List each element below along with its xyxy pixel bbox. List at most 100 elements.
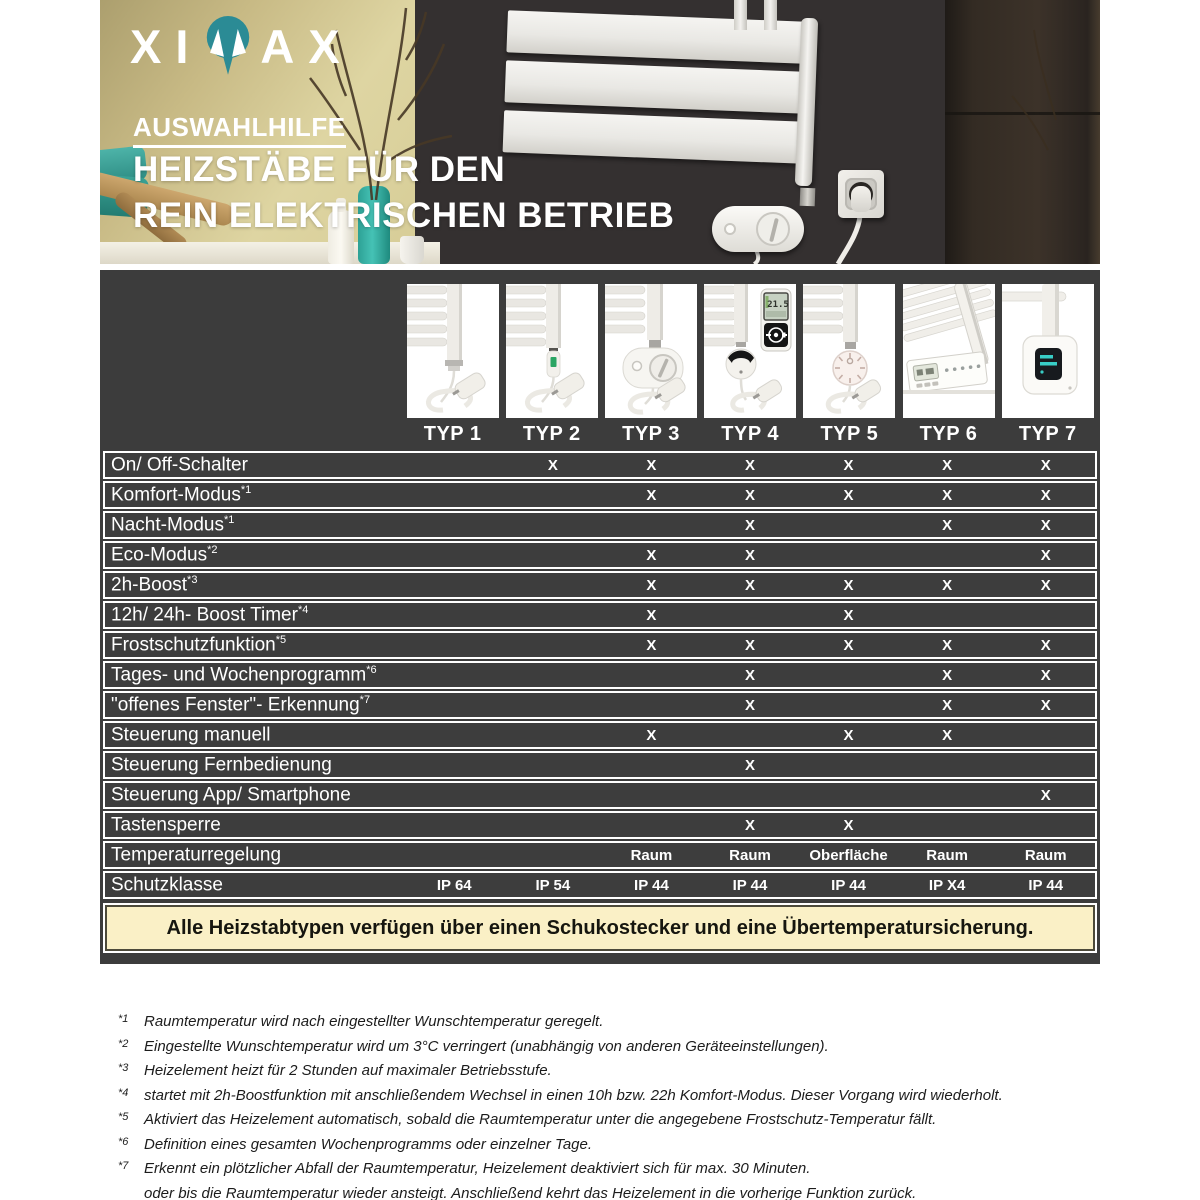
cell-typ5: X <box>843 636 854 654</box>
cell-typ4: X <box>744 696 755 714</box>
footnote-marker: *6 <box>366 663 377 676</box>
feature-label: Nacht-Modus*1 <box>111 513 235 536</box>
feature-label: Temperaturregelung <box>111 844 282 866</box>
footnote-marker: *4 <box>118 1086 129 1099</box>
cell-typ7: X <box>1040 576 1051 594</box>
hero-title-line1: HEIZSTÄBE FÜR DEN <box>133 150 506 189</box>
typ2-label: TYP 2 <box>522 423 581 445</box>
product-image-typ2 <box>505 284 598 418</box>
product-column-typ7: TYP 7 <box>998 284 1097 446</box>
footnote-text: Eingestellte Wunschtemperatur wird um 3°… <box>144 1037 829 1055</box>
product-column-typ1: TYP 1 <box>403 284 502 446</box>
footnote-marker <box>118 1179 144 1200</box>
cell-typ3: X <box>646 486 657 504</box>
feature-label: 12h/ 24h- Boost Timer*4 <box>111 603 309 626</box>
footnote-marker: *7 <box>359 693 371 706</box>
feature-label: "offenes Fenster"- Erkennung*7 <box>111 693 371 716</box>
hero-title-line2: REIN ELEKTRISCHEN BETRIEB <box>133 196 675 235</box>
feature-row: "offenes Fenster"- Erkennung*7 X X X <box>103 691 1097 719</box>
product-header-row: TYP 1 <box>403 284 1097 446</box>
feature-row: Tages- und Wochenprogramm*6 X X X <box>103 661 1097 689</box>
feature-row: Steuerung Fernbedienung X <box>103 751 1097 779</box>
footnote-text: oder bis die Raumtemperatur wieder anste… <box>144 1184 917 1200</box>
vase-image <box>328 198 354 264</box>
hero-cabinet-seam <box>945 112 1100 115</box>
footnote-line: *1 Raumtemperatur wird nach eingestellte… <box>118 1010 1108 1035</box>
cell-typ6: X <box>942 636 953 654</box>
cell-typ1: IP 64 <box>436 876 472 894</box>
cell-typ4: Raum <box>729 846 771 864</box>
footnote-line: *3 Heizelement heizt für 2 Stunden auf m… <box>118 1059 1108 1084</box>
footnote-text: Definition eines gesamten Wochenprogramm… <box>144 1135 593 1153</box>
cell-typ6: X <box>942 576 953 594</box>
feature-label: Komfort-Modus*1 <box>111 483 252 506</box>
remote-control: 21.5 <box>760 288 792 352</box>
feature-label: Schutzklasse <box>111 874 223 896</box>
product-image-typ3 <box>604 284 697 418</box>
footnote-text: Aktiviert das Heizelement automatisch, s… <box>144 1111 937 1128</box>
product-column-typ3: TYP 3 <box>601 284 700 446</box>
footnote-marker: *3 <box>187 573 198 586</box>
product-image-typ4: 21.5 <box>704 284 797 418</box>
footnote-line: oder bis die Raumtemperatur wieder anste… <box>118 1182 1108 1200</box>
typ3-label: TYP 3 <box>622 423 680 445</box>
cell-typ3: X <box>646 546 657 564</box>
typ4-label: TYP 4 <box>721 423 780 445</box>
cell-typ4: X <box>744 516 755 534</box>
feature-row: Frostschutzfunktion*5 X X X X X <box>103 631 1097 659</box>
cell-typ5: X <box>843 816 854 834</box>
feature-label: On/ Off-Schalter <box>111 454 248 476</box>
footnote-marker: *2 <box>207 543 218 556</box>
feature-table: On/ Off-Schalter X X X X X X Komfort-Mod… <box>103 451 1097 901</box>
footnote-marker: *3 <box>118 1062 129 1074</box>
cell-typ7: X <box>1040 666 1051 684</box>
footnote-line: *2 Eingestellte Wunschtemperatur wird um… <box>118 1035 1108 1060</box>
footnote-marker: *1 <box>240 483 252 496</box>
cell-typ5: X <box>843 456 854 474</box>
cell-typ7: X <box>1040 456 1051 474</box>
feature-row: 12h/ 24h- Boost Timer*4 X X <box>103 601 1097 629</box>
feature-row: Steuerung App/ Smartphone X <box>103 781 1097 809</box>
footnote-marker: *1 <box>224 513 235 526</box>
feature-row: Komfort-Modus*1 X X X X X <box>103 481 1097 509</box>
cell-typ6: IP X4 <box>928 876 966 894</box>
radiator-pipe <box>734 0 747 30</box>
cell-typ7: X <box>1040 636 1051 654</box>
cell-typ2: X <box>547 456 558 474</box>
cell-typ5: Oberfläche <box>809 846 888 864</box>
cell-typ2: IP 54 <box>535 876 571 894</box>
feature-row: Tastensperre X X <box>103 811 1097 839</box>
typ6-label: TYP 6 <box>919 423 978 445</box>
footnote-marker: *1 <box>118 1013 129 1025</box>
cell-typ7: X <box>1040 786 1051 804</box>
cell-typ5: X <box>843 486 854 504</box>
feature-label: Tastensperre <box>111 814 221 836</box>
feature-label: Steuerung Fernbedienung <box>111 754 332 776</box>
footnote-line: *4 startet mit 2h-Boostfunktion mit ansc… <box>118 1084 1108 1109</box>
feature-row: Nacht-Modus*1 X X X <box>103 511 1097 539</box>
hero-kicker: AUSWAHLHILFE <box>133 112 346 148</box>
cell-typ4: X <box>744 576 755 594</box>
chrome-fitting <box>799 187 816 207</box>
cell-typ3: X <box>646 726 657 744</box>
cup-image <box>400 236 424 264</box>
cell-typ4: X <box>744 636 755 654</box>
cell-typ6: X <box>942 696 953 714</box>
cell-typ3: X <box>646 576 657 594</box>
cell-typ6: X <box>942 726 953 744</box>
feature-row: 2h-Boost*3 X X X X X <box>103 571 1097 599</box>
cell-typ5: X <box>843 606 854 624</box>
feature-row: Steuerung manuell X X X <box>103 721 1097 749</box>
cell-typ7: X <box>1040 546 1051 564</box>
footnotes: *1 Raumtemperatur wird nach eingestellte… <box>118 1010 1108 1200</box>
footnote-marker: *7 <box>118 1160 129 1172</box>
heating-element-image <box>712 206 804 252</box>
product-image-typ5 <box>803 284 896 418</box>
element-dial <box>756 212 790 246</box>
footnote-text: Raumtemperatur wird nach eingestellter W… <box>144 1013 604 1030</box>
hero-title: HEIZSTÄBE FÜR DEN REIN ELEKTRISCHEN BETR… <box>133 147 674 239</box>
feature-label: Steuerung App/ Smartphone <box>111 784 351 806</box>
element-led <box>724 223 736 235</box>
product-image-typ6 <box>902 284 995 418</box>
info-banner: Alle Heizstabtypen verfügen über einen S… <box>105 905 1095 951</box>
